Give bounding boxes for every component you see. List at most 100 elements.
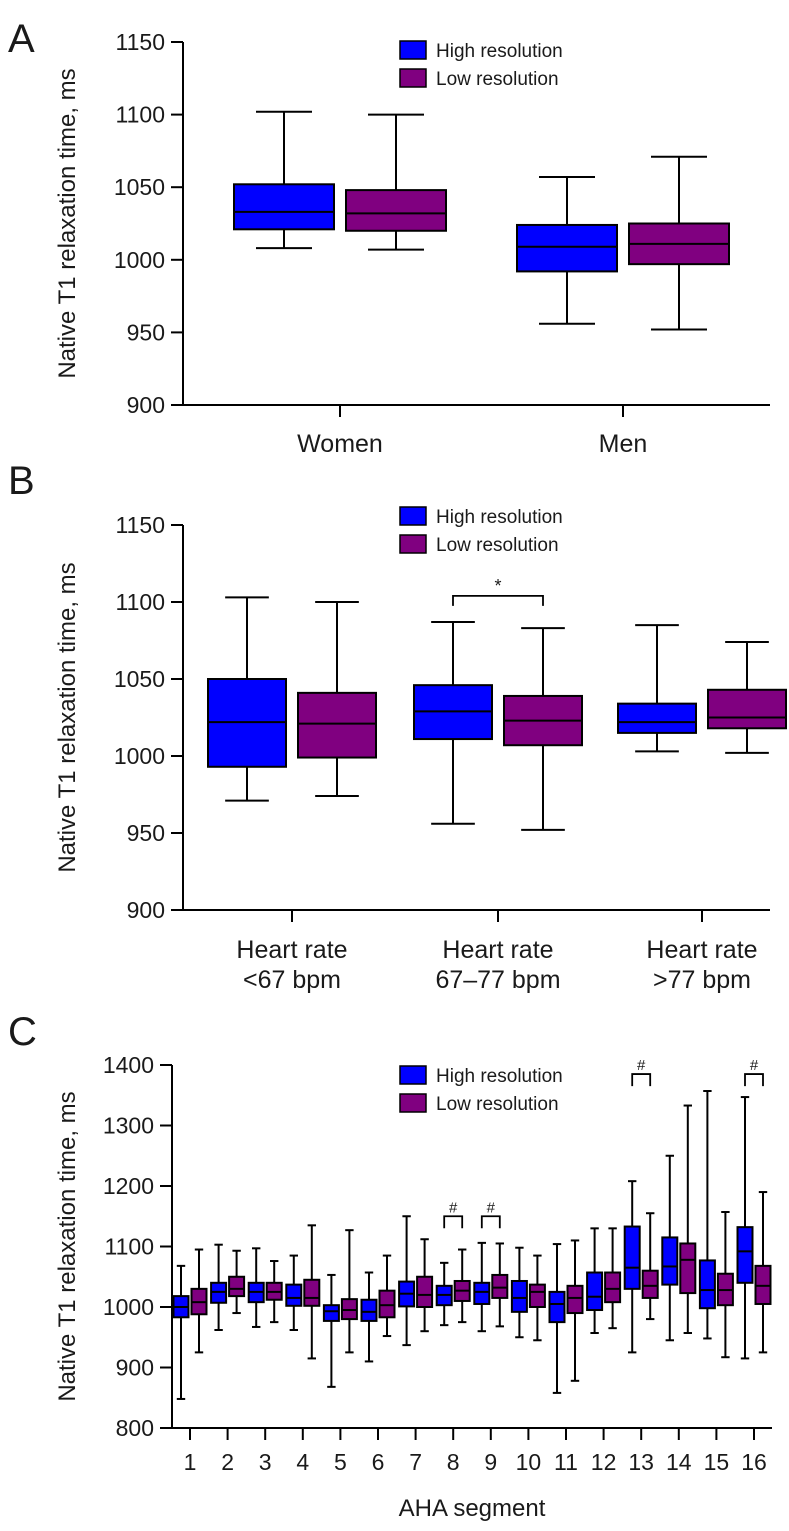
y-tick-label: 900	[116, 1355, 154, 1381]
panel-a-chart: A 1150 1100 1050 1000 950 900 Native T1 relaxat…	[8, 17, 770, 458]
x-tick-label: 9	[484, 1449, 497, 1475]
panel-label-b: B	[8, 459, 35, 503]
iqr-box	[378, 1289, 396, 1319]
high-resolution-box-1	[172, 1264, 190, 1400]
y-tick-label: 950	[127, 820, 165, 846]
low-resolution-box-9	[491, 1242, 509, 1328]
y-tick-label: 1200	[103, 1173, 154, 1199]
high-resolution-box-11	[548, 1243, 566, 1394]
significance-bracket: *	[452, 576, 544, 606]
legend-swatch-low	[399, 534, 427, 554]
iqr-box	[736, 1226, 754, 1284]
low-resolution-box-13	[641, 1212, 659, 1321]
x-tick-label: 14	[666, 1449, 692, 1475]
significance-bracket: #	[631, 1057, 652, 1087]
low-resolution-box-16	[754, 1191, 772, 1354]
x-tick-label: Women	[297, 430, 383, 458]
y-tick-label: 900	[127, 392, 165, 418]
legend-swatch-low	[399, 68, 427, 88]
high-resolution-box-1	[207, 596, 287, 802]
x-tick-label: 12	[591, 1449, 617, 1475]
iqr-box	[548, 1290, 566, 1324]
legend-label-high: High resolution	[436, 41, 563, 62]
significance-bracket: #	[443, 1199, 464, 1229]
high-resolution-box-2	[516, 176, 618, 325]
bracket-line	[631, 1073, 652, 1087]
low-resolution-box-3	[707, 641, 787, 754]
bracket-line	[452, 594, 544, 606]
legend-swatch-high	[399, 506, 427, 526]
low-resolution-box-6	[378, 1254, 396, 1338]
x-tick-label: 1	[184, 1449, 197, 1475]
x-tick-label-line: 16	[741, 1449, 767, 1475]
iqr-box	[360, 1298, 378, 1322]
legend-label-high: High resolution	[436, 507, 563, 528]
x-tick-label-line: 5	[334, 1449, 347, 1475]
low-resolution-box-1	[345, 113, 447, 251]
low-resolution-box-14	[679, 1104, 697, 1335]
low-resolution-box-12	[604, 1227, 622, 1330]
high-resolution-box-3	[247, 1247, 265, 1328]
iqr-box	[661, 1236, 679, 1286]
significance-bracket: #	[744, 1057, 764, 1087]
x-tick-label: 10	[516, 1449, 542, 1475]
x-tick-label-line: Heart rate	[646, 936, 757, 964]
x-tick-label-line: 6	[372, 1449, 385, 1475]
iqr-box	[604, 1271, 622, 1304]
high-resolution-box-3	[617, 624, 697, 753]
legend-label-low: Low resolution	[436, 535, 559, 556]
high-resolution-box-10	[510, 1246, 528, 1339]
high-resolution-box-14	[661, 1154, 679, 1342]
high-resolution-box-6	[360, 1271, 378, 1363]
iqr-box	[297, 691, 377, 759]
high-resolution-box-5	[322, 1273, 340, 1388]
x-tick-label: 6	[372, 1449, 385, 1475]
iqr-box	[491, 1273, 509, 1299]
x-tick-label: 8	[447, 1449, 460, 1475]
significance-symbol: #	[637, 1057, 646, 1074]
x-tick-label-line: 14	[666, 1449, 692, 1475]
legend-swatch-low	[399, 1093, 427, 1113]
low-resolution-box-2	[228, 1249, 246, 1315]
x-tick-label-line: 11	[554, 1449, 578, 1475]
panel-label-c: C	[8, 1010, 37, 1054]
x-tick-label: 4	[296, 1449, 309, 1475]
x-tick-label-line: 3	[259, 1449, 272, 1475]
x-tick-label: 15	[704, 1449, 730, 1475]
y-axis-label: Native T1 relaxation time, ms	[54, 562, 81, 872]
iqr-box	[416, 1275, 434, 1308]
high-resolution-box-9	[473, 1241, 491, 1333]
high-resolution-box-12	[586, 1227, 604, 1335]
low-resolution-box-1	[190, 1248, 208, 1354]
iqr-box	[528, 1283, 546, 1308]
y-tick-label: 800	[116, 1415, 154, 1441]
panel-c-chart: C 1400 1300 1200 1100 1000 900 800 Native T1 rel…	[8, 1010, 772, 1522]
bracket-line	[744, 1073, 764, 1087]
legend-label-low: Low resolution	[436, 69, 559, 90]
x-tick-label: 7	[409, 1449, 422, 1475]
low-resolution-box-2	[503, 627, 583, 831]
iqr-box	[233, 183, 335, 231]
x-tick-label: 11	[554, 1449, 578, 1475]
x-tick-label-line: 1	[184, 1449, 197, 1475]
iqr-box	[322, 1304, 340, 1322]
y-tick-label: 1150	[116, 512, 165, 538]
y-tick-label: 1000	[114, 743, 165, 769]
low-resolution-box-8	[453, 1248, 471, 1324]
y-tick-label: 1400	[103, 1052, 154, 1078]
significance-symbol: #	[449, 1199, 458, 1216]
bracket-line	[443, 1215, 464, 1229]
x-tick-label-line: 7	[409, 1449, 422, 1475]
y-tick-label: 1000	[114, 247, 165, 273]
y-tick-label: 1100	[116, 589, 165, 615]
y-tick-label: 1100	[116, 102, 165, 128]
y-tick-label: 1150	[116, 29, 165, 55]
y-axis-label: Native T1 relaxation time, ms	[54, 1091, 81, 1401]
high-resolution-box-16	[736, 1096, 754, 1360]
x-tick-label-line: Heart rate	[442, 936, 553, 964]
low-resolution-box-2	[628, 155, 730, 331]
x-tick-label-line: <67 bpm	[243, 966, 341, 994]
x-tick-label: 5	[334, 1449, 347, 1475]
significance-bracket: #	[480, 1199, 501, 1229]
x-tick-label-line: Heart rate	[236, 936, 347, 964]
